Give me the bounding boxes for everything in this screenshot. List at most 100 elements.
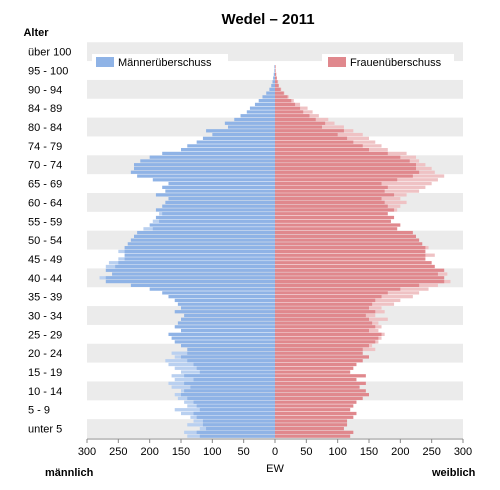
male-bar xyxy=(112,272,275,276)
female-bar-core xyxy=(275,136,348,140)
legend-background-female xyxy=(322,54,454,70)
female-bar xyxy=(275,212,388,216)
female-bar xyxy=(275,404,354,408)
male-bar xyxy=(187,144,275,148)
female-bar xyxy=(275,264,435,269)
male-bar-core xyxy=(181,393,275,397)
age-group-label: 90 - 94 xyxy=(28,84,62,96)
male-bar xyxy=(181,148,275,152)
x-tick-label: 300 xyxy=(454,446,472,458)
age-group-label: 15 - 19 xyxy=(28,367,62,379)
age-group-label: unter 5 xyxy=(28,424,62,436)
male-bar-core xyxy=(202,419,275,423)
male-bar xyxy=(273,76,275,80)
female-bar-core xyxy=(275,347,363,352)
x-tick-label: 250 xyxy=(109,446,127,458)
female-bar-core xyxy=(275,117,316,122)
female-bar-core xyxy=(275,170,420,174)
male-bar xyxy=(202,136,275,140)
female-bar-core xyxy=(275,332,382,336)
age-group-label: 60 - 64 xyxy=(28,197,62,209)
age-group-label: 50 - 54 xyxy=(28,235,62,247)
age-group-label: 70 - 74 xyxy=(28,160,62,172)
y-axis-title: Alter xyxy=(23,27,49,39)
female-bar-core xyxy=(275,204,388,208)
female-side-label: weiblich xyxy=(431,467,476,479)
female-bar-core xyxy=(275,306,369,310)
male-bar-core xyxy=(118,261,275,265)
male-bar xyxy=(124,246,275,250)
male-bar xyxy=(162,204,275,208)
age-group-label: 5 - 9 xyxy=(28,405,50,417)
legend-label-female: Frauenüberschuss xyxy=(350,57,442,69)
female-bar-core xyxy=(275,148,369,152)
male-bar xyxy=(262,95,275,99)
male-bar xyxy=(181,344,275,348)
female-bar-core xyxy=(275,283,420,287)
male-bar xyxy=(137,174,275,178)
female-bar xyxy=(275,249,426,254)
male-bar-core xyxy=(124,249,275,254)
male-bar xyxy=(165,189,275,193)
male-bar xyxy=(246,110,275,114)
male-bar xyxy=(168,295,275,299)
age-group-label: 55 - 59 xyxy=(28,216,62,228)
female-bar xyxy=(275,276,445,280)
male-bar xyxy=(177,321,275,325)
female-bar xyxy=(275,389,366,393)
female-bar xyxy=(275,381,366,385)
female-bar-core xyxy=(275,279,445,284)
male-bar xyxy=(174,298,275,303)
female-bar-core xyxy=(275,313,366,318)
male-bar xyxy=(272,80,275,84)
x-tick-label: 300 xyxy=(78,446,96,458)
male-bar xyxy=(273,72,275,76)
age-group-label: 95 - 100 xyxy=(28,66,68,78)
male-bar xyxy=(134,234,275,238)
male-bar xyxy=(149,155,275,159)
female-bar xyxy=(275,415,354,419)
male-bar-core xyxy=(159,219,275,223)
female-bar-core xyxy=(275,125,322,129)
male-bar xyxy=(177,302,275,306)
x-tick-label: 250 xyxy=(422,446,440,458)
female-bar-core xyxy=(275,302,373,306)
female-bar xyxy=(275,374,366,378)
female-bar xyxy=(275,411,357,416)
male-bar-core xyxy=(184,374,275,378)
female-bar xyxy=(275,230,413,235)
female-bar-core xyxy=(275,295,382,299)
female-bar-core xyxy=(275,325,376,329)
female-bar-core xyxy=(275,178,398,182)
male-bar xyxy=(274,68,275,73)
male-bar xyxy=(155,215,275,220)
female-bar-core xyxy=(275,121,326,125)
female-bar xyxy=(275,227,398,231)
x-tick-label: 150 xyxy=(360,446,378,458)
male-bar xyxy=(171,336,275,340)
male-bar-core xyxy=(206,426,275,431)
female-bar-core xyxy=(275,344,369,348)
female-bar xyxy=(275,423,348,427)
female-bar xyxy=(275,238,420,242)
male-bar xyxy=(168,332,275,336)
male-bar xyxy=(187,347,275,352)
age-group-label: 40 - 44 xyxy=(28,273,62,285)
male-bar xyxy=(174,325,275,329)
male-bar xyxy=(105,279,275,284)
male-bar-core xyxy=(105,276,275,280)
female-bar xyxy=(275,268,445,272)
x-tick-label: 0 xyxy=(272,446,278,458)
male-bar xyxy=(105,268,275,272)
male-bar xyxy=(149,287,275,291)
male-bar xyxy=(269,87,275,91)
female-bar-core xyxy=(275,163,416,167)
female-bar xyxy=(275,355,369,359)
female-bar xyxy=(275,215,395,220)
male-bar-core xyxy=(124,257,275,261)
male-bar-core xyxy=(193,362,275,367)
female-bar xyxy=(275,68,276,73)
x-axis-title: EW xyxy=(266,463,284,475)
female-bar xyxy=(275,434,351,438)
